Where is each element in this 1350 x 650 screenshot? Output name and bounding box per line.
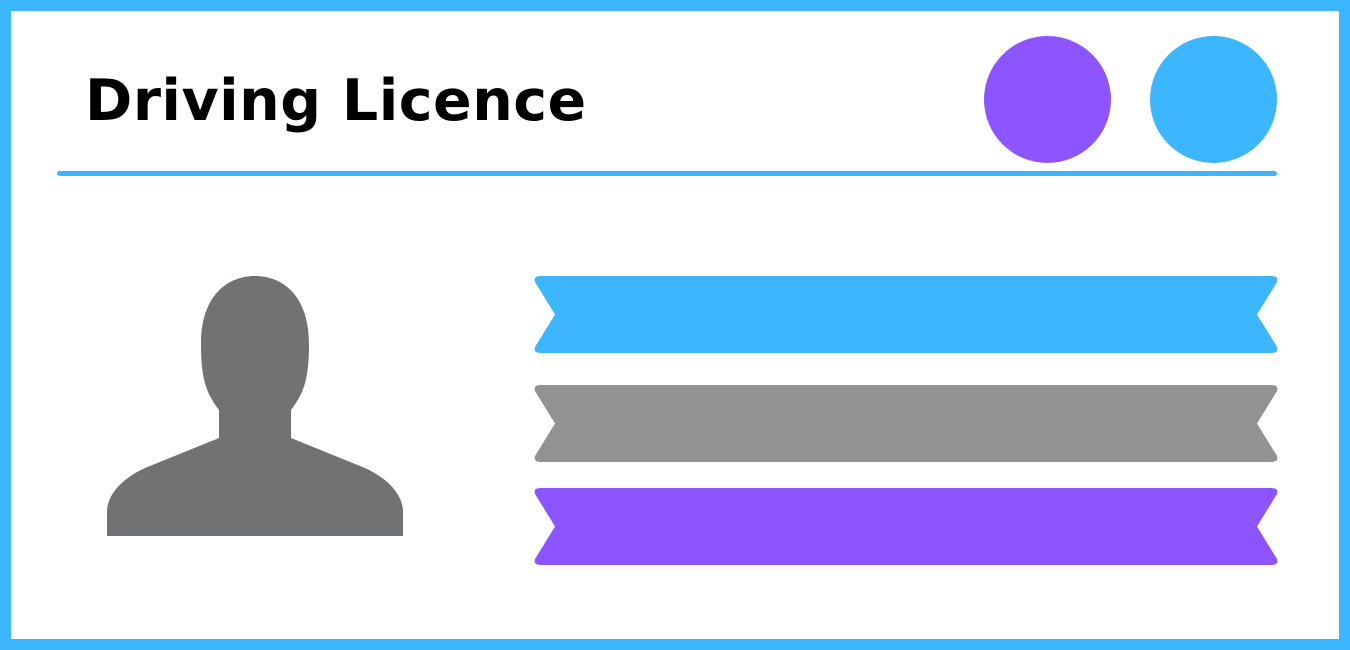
ribbon-gray-shape	[534, 385, 1278, 462]
ribbon-purple-shape	[534, 488, 1278, 565]
ribbon-purple	[534, 488, 1278, 565]
blue-dot	[1150, 36, 1277, 163]
ribbon-gray	[534, 385, 1278, 462]
ribbon-blue-shape	[534, 276, 1278, 353]
avatar-shape	[107, 276, 403, 536]
header-divider	[57, 171, 1277, 176]
purple-dot	[984, 36, 1111, 163]
ribbon-blue	[534, 276, 1278, 353]
card-title: Driving Licence	[85, 68, 587, 134]
person-silhouette-icon	[107, 276, 403, 536]
